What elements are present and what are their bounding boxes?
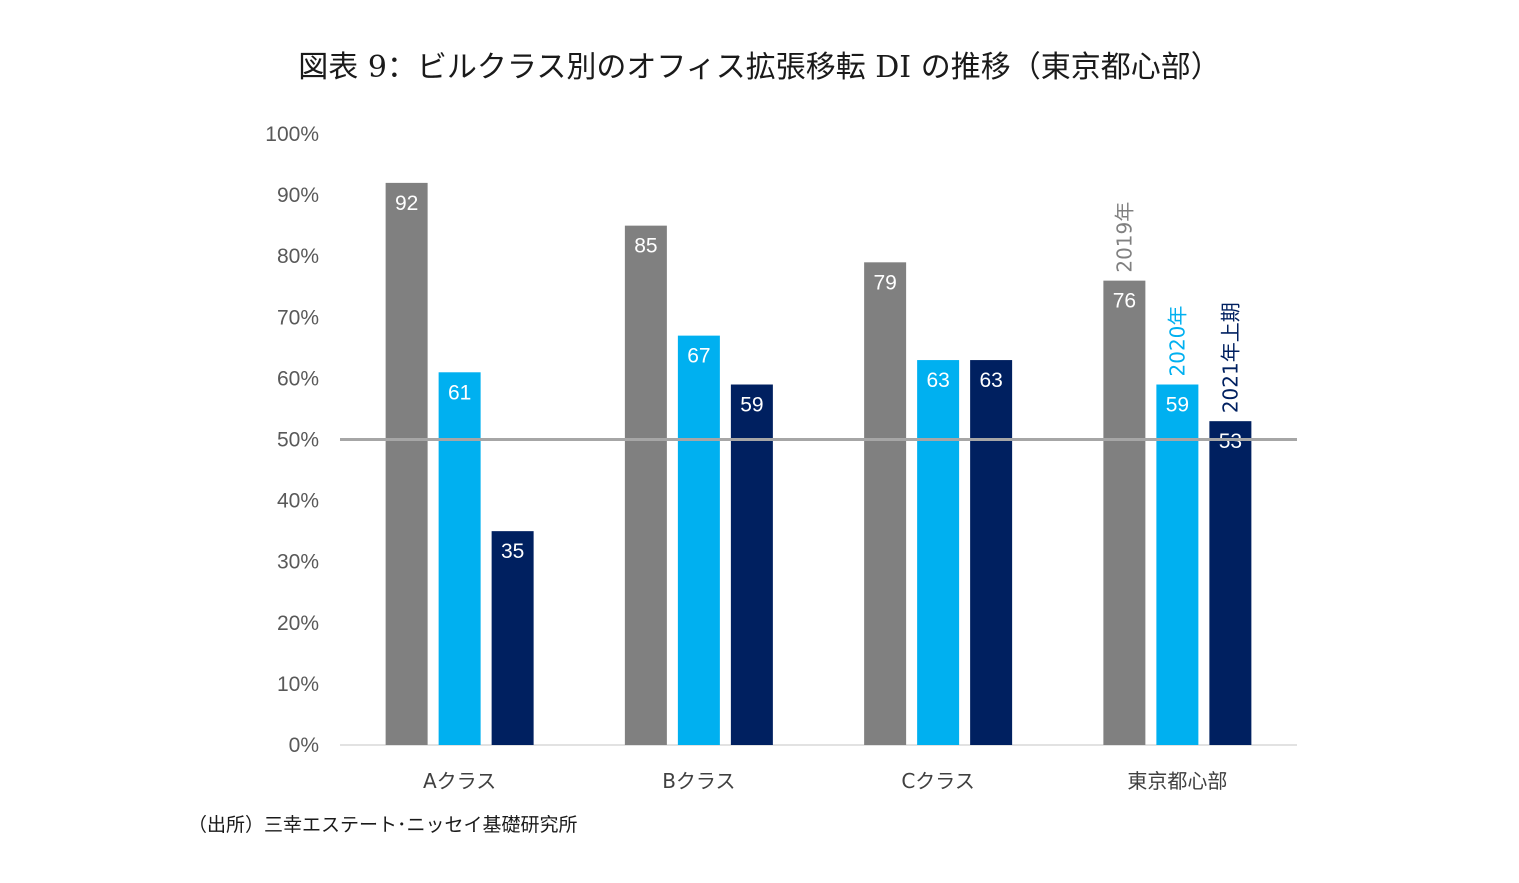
y-tick-label: 30%	[277, 551, 319, 574]
bar	[1156, 384, 1199, 745]
x-category-label: Aクラス	[423, 769, 496, 793]
source-note: （出所）三幸エステート･ニッセイ基礎研究所	[188, 814, 578, 836]
bar-value-label: 67	[687, 345, 710, 368]
bar	[385, 182, 428, 745]
bar	[677, 335, 720, 745]
chart-title: 図表 9：ビルクラス別のオフィス拡張移転 DI の推移（東京都心部）	[298, 50, 1221, 85]
bar-value-label: 53	[1219, 430, 1242, 453]
legend-label: 2020年	[1165, 306, 1189, 377]
x-category-label: Bクラス	[662, 769, 735, 793]
bar	[1103, 280, 1146, 745]
bar-value-label: 85	[634, 235, 657, 258]
y-tick-label: 10%	[277, 673, 319, 696]
bar-value-label: 92	[395, 192, 418, 215]
bar-value-label: 79	[873, 271, 896, 294]
bar-value-label: 59	[1166, 394, 1189, 417]
y-tick-label: 40%	[277, 490, 319, 513]
bar	[864, 262, 907, 745]
bar	[917, 360, 960, 745]
bar-value-label: 35	[501, 540, 524, 563]
legend-label: 2019年	[1112, 202, 1136, 273]
y-tick-label: 90%	[277, 184, 319, 207]
bar-value-label: 63	[979, 369, 1002, 392]
x-category-label: 東京都心部	[1127, 769, 1227, 793]
bar-value-label: 63	[926, 369, 949, 392]
bar-value-label: 76	[1113, 290, 1136, 313]
bar	[624, 225, 667, 745]
bar	[1209, 421, 1252, 745]
bar-value-label: 61	[448, 381, 471, 404]
y-tick-label: 60%	[277, 367, 319, 390]
y-tick-label: 20%	[277, 612, 319, 635]
y-tick-label: 0%	[289, 734, 319, 757]
y-tick-label: 80%	[277, 245, 319, 268]
y-tick-label: 50%	[277, 429, 319, 452]
y-tick-label: 100%	[265, 123, 319, 146]
bar	[438, 372, 481, 745]
bar-value-label: 59	[740, 394, 763, 417]
x-category-label: Cクラス	[901, 769, 975, 793]
legend-label: 2021年上期	[1218, 302, 1242, 413]
bar	[491, 531, 534, 745]
y-tick-label: 70%	[277, 306, 319, 329]
bar	[970, 360, 1013, 745]
bar	[730, 384, 773, 745]
